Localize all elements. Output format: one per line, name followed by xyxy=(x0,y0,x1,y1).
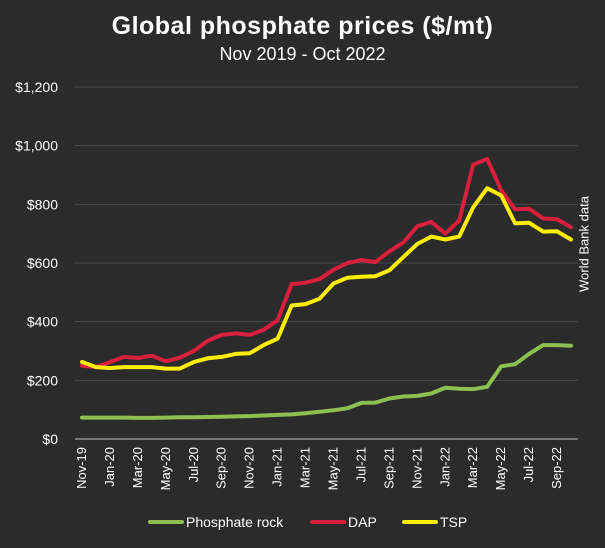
legend-label-phosphate-rock: Phosphate rock xyxy=(186,514,284,530)
x-tick-label: Mar-22 xyxy=(465,447,480,488)
legend-label-dap: DAP xyxy=(348,514,377,530)
x-tick-label: Nov-19 xyxy=(74,447,89,489)
source-annotation: World Bank data xyxy=(576,196,592,292)
x-tick-label: Jul-21 xyxy=(353,447,368,482)
chart-title: Global phosphate prices ($/mt) xyxy=(111,12,494,40)
x-tick-label: Jan-21 xyxy=(270,447,285,487)
legend: Phosphate rock DAP TSP xyxy=(148,514,467,530)
y-tick-label: $1,000 xyxy=(15,138,58,154)
x-tick-label: May-21 xyxy=(325,447,340,490)
series-line-dap xyxy=(80,156,573,370)
y-tick-label: $200 xyxy=(27,372,58,388)
x-tick-label: Jan-22 xyxy=(437,447,452,487)
x-tick-label: Sep-21 xyxy=(381,447,396,489)
x-tick-label: Nov-21 xyxy=(409,447,424,489)
x-tick-label: May-20 xyxy=(158,447,173,490)
x-tick-label: Jan-20 xyxy=(102,447,117,487)
chart-subtitle: Nov 2019 - Oct 2022 xyxy=(219,44,386,64)
y-tick-label: $600 xyxy=(27,255,58,271)
x-tick-label: Nov-20 xyxy=(242,447,257,489)
legend-label-tsp: TSP xyxy=(440,514,467,530)
series-lines xyxy=(80,156,573,420)
grid-lines xyxy=(75,86,578,381)
y-axis-ticks: $0 $200 $400 $600 $800 $1,000 $1,200 xyxy=(15,79,58,447)
series-line-phosphate-rock xyxy=(80,343,573,420)
y-tick-label: $0 xyxy=(42,431,58,447)
x-axis-ticks: Nov-19 Jan-20 Mar-20 May-20 Jul-20 Sep-20 Nov-… xyxy=(74,447,564,490)
x-tick-label: Mar-20 xyxy=(130,447,145,488)
y-tick-label: $400 xyxy=(27,314,58,330)
x-tick-label: Mar-21 xyxy=(298,447,313,488)
x-tick-label: Jul-20 xyxy=(186,447,201,482)
y-tick-label: $1,200 xyxy=(15,79,58,95)
x-tick-label: Sep-22 xyxy=(549,447,564,489)
x-tick-label: Jul-22 xyxy=(521,447,536,482)
x-tick-label: Sep-20 xyxy=(214,447,229,489)
series-line-tsp xyxy=(80,186,573,371)
y-tick-label: $800 xyxy=(27,196,58,212)
x-tick-label: May-22 xyxy=(493,447,508,490)
